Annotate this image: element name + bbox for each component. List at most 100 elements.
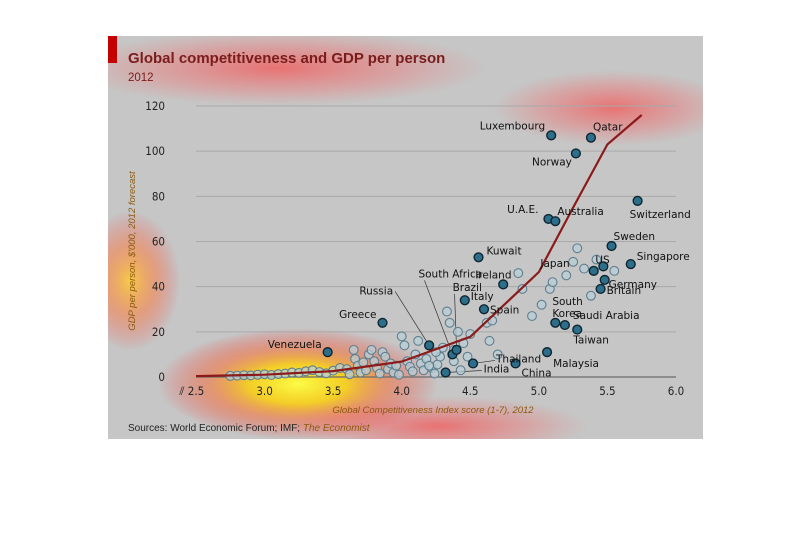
x-tick-5.0: 5.0 xyxy=(531,384,547,398)
point-south-korea xyxy=(550,317,561,328)
label-venezuela: Venezuela xyxy=(268,339,322,351)
y-tick-0: 0 xyxy=(158,370,165,384)
trend-curve xyxy=(195,114,643,378)
point-labels: Luxembourg Qatar Norway Switzerland U.A.E. Au… xyxy=(268,120,691,379)
x-tick-4.5: 4.5 xyxy=(462,384,478,398)
data-point-19 xyxy=(348,344,359,355)
y-tick-labels: 0 20 40 60 80 100 120 xyxy=(145,99,165,384)
data-point-74 xyxy=(586,290,596,301)
point-norway xyxy=(570,148,581,159)
label-us: US xyxy=(595,254,610,266)
data-point-37 xyxy=(396,331,407,342)
point-kuwait xyxy=(473,252,484,263)
data-point-73 xyxy=(579,263,590,274)
data-point-61 xyxy=(484,335,495,346)
data-point-38 xyxy=(399,340,410,351)
label-luxembourg: Luxembourg xyxy=(480,120,545,132)
data-point-76 xyxy=(609,265,620,276)
source-note: Sources: World Economic Forum; IMF; The … xyxy=(128,423,371,434)
label-qatar: Qatar xyxy=(593,122,623,134)
data-point-64 xyxy=(513,268,524,279)
data-point-58 xyxy=(462,351,473,362)
label-switzerland: Switzerland xyxy=(630,209,691,221)
label-singapore: Singapore xyxy=(637,251,690,263)
point-brazil xyxy=(451,344,462,356)
source-italic: The Economist xyxy=(303,423,371,434)
point-saudi-arabia xyxy=(559,319,571,331)
label-china: China xyxy=(522,367,552,379)
data-point-52 xyxy=(442,306,452,317)
point-malaysia xyxy=(541,347,553,358)
chart-title: Global competitiveness and GDP per perso… xyxy=(128,50,445,67)
x-tick-2.5: 2.5 xyxy=(188,384,204,398)
label-italy: Italy xyxy=(471,291,494,303)
point-india xyxy=(440,367,451,378)
point-us xyxy=(598,261,609,272)
point-qatar xyxy=(585,132,597,143)
data-point-71 xyxy=(568,256,579,267)
y-tick-40: 40 xyxy=(152,280,165,294)
data-point-63 xyxy=(492,349,503,360)
point-germany xyxy=(599,274,610,285)
point-japan xyxy=(588,265,599,276)
x-tick-4.0: 4.0 xyxy=(393,384,409,398)
heat-spot-y-axis xyxy=(108,211,180,351)
y-tick-60: 60 xyxy=(152,235,165,249)
x-axis-label: Global Competitiveness Index score (1-7)… xyxy=(332,405,534,416)
label-australia: Australia xyxy=(557,206,603,218)
data-point-55 xyxy=(452,326,463,337)
source-text: Sources: World Economic Forum; IMF; xyxy=(128,423,303,434)
data-point-18 xyxy=(344,369,355,380)
data-point-36 xyxy=(394,369,404,380)
data-point-53 xyxy=(444,317,455,328)
y-tick-20: 20 xyxy=(152,325,165,339)
label-germany: Germany xyxy=(609,279,657,291)
point-thailand xyxy=(467,358,479,369)
point-switzerland xyxy=(632,195,643,206)
accent-bar xyxy=(108,36,117,63)
heat-spot-bottom-center xyxy=(288,396,588,439)
label-brazil: Brazil xyxy=(453,282,482,294)
data-points xyxy=(225,130,643,381)
label-thailand: Thailand xyxy=(495,353,541,365)
leader-brazil xyxy=(454,293,457,350)
label-u-a-e: U.A.E. xyxy=(507,204,538,216)
data-point-70 xyxy=(561,270,572,281)
x-tick-5.5: 5.5 xyxy=(599,384,615,398)
point-ireland xyxy=(498,279,509,290)
x-tick-3.5: 3.5 xyxy=(325,384,341,398)
point-italy xyxy=(459,295,470,306)
label-taiwan: Taiwan xyxy=(572,335,609,347)
data-point-26 xyxy=(366,344,377,355)
label-south-korea: South Korea xyxy=(552,296,583,320)
label-ireland: Ireland xyxy=(475,269,511,281)
x-tick-6.0: 6.0 xyxy=(668,384,684,398)
data-point-31 xyxy=(380,351,391,362)
point-venezuela xyxy=(322,347,333,358)
point-russia xyxy=(424,340,435,351)
heat-spot-title xyxy=(108,36,488,106)
point-luxembourg xyxy=(546,130,557,141)
data-point-75 xyxy=(591,254,602,265)
point-britain xyxy=(595,283,606,295)
data-point-67 xyxy=(536,299,547,310)
y-tick-80: 80 xyxy=(152,189,165,203)
point-spain xyxy=(478,304,490,315)
data-point-56 xyxy=(455,365,466,376)
y-tick-120: 120 xyxy=(145,99,165,113)
leader-south-africa xyxy=(424,280,453,355)
data-point-48 xyxy=(429,368,440,379)
label-kuwait: Kuwait xyxy=(487,245,522,257)
point-greece xyxy=(377,317,388,328)
label-norway: Norway xyxy=(532,156,572,168)
point-china xyxy=(510,358,521,369)
data-point-29 xyxy=(374,368,385,379)
label-malaysia: Malaysia xyxy=(553,358,599,370)
label-japan: Japan xyxy=(539,258,569,270)
data-point-69 xyxy=(547,277,558,288)
y-axis-label: GDP per person, $'000, 2012 forecast xyxy=(127,171,138,331)
label-saudi-arabia: Saudi Arabia xyxy=(573,310,640,322)
label-britain: Britain xyxy=(607,285,642,297)
data-point-79 xyxy=(424,360,435,371)
y-tick-100: 100 xyxy=(145,144,165,158)
